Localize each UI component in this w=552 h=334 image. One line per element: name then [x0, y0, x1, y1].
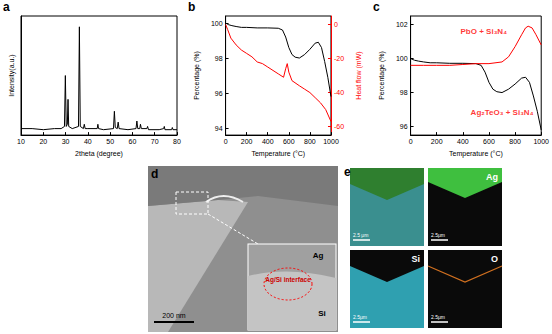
svg-text:Ag: Ag — [313, 251, 324, 260]
svg-text:-60: -60 — [334, 123, 344, 130]
svg-text:Intensity(a.u.): Intensity(a.u.) — [8, 54, 16, 96]
svg-text:Ag/Si interface: Ag/Si interface — [265, 276, 311, 284]
svg-text:800: 800 — [509, 138, 521, 145]
svg-text:Heat flow (mW): Heat flow (mW) — [355, 51, 363, 99]
svg-text:600: 600 — [283, 138, 295, 145]
svg-text:O: O — [491, 254, 498, 264]
svg-text:98: 98 — [400, 89, 408, 96]
svg-text:2.5μm: 2.5μm — [431, 314, 445, 320]
svg-text:Si: Si — [318, 309, 326, 318]
svg-text:2theta (degree): 2theta (degree) — [75, 150, 123, 158]
svg-text:1000: 1000 — [323, 138, 339, 145]
svg-text:2.5μm: 2.5μm — [431, 232, 445, 238]
svg-text:-40: -40 — [334, 89, 344, 96]
svg-text:400: 400 — [457, 138, 469, 145]
svg-text:Ag: Ag — [486, 172, 498, 182]
svg-text:40: 40 — [84, 138, 92, 145]
svg-text:PbO + Si₃N₄: PbO + Si₃N₄ — [461, 27, 508, 36]
svg-text:Temperature (°C): Temperature (°C) — [251, 150, 305, 158]
svg-text:20: 20 — [39, 138, 47, 145]
svg-text:Ag₂TeO₃ + Si₃N₄: Ag₂TeO₃ + Si₃N₄ — [471, 108, 534, 117]
svg-text:b: b — [188, 0, 195, 14]
svg-text:-20: -20 — [334, 55, 344, 62]
svg-text:30: 30 — [62, 138, 70, 145]
svg-text:100: 100 — [211, 20, 223, 27]
svg-text:10: 10 — [17, 138, 25, 145]
svg-text:102: 102 — [396, 21, 408, 28]
svg-text:400: 400 — [262, 138, 274, 145]
svg-text:100: 100 — [396, 55, 408, 62]
svg-text:0: 0 — [224, 138, 228, 145]
svg-text:Percentage (%): Percentage (%) — [378, 51, 386, 100]
svg-text:80: 80 — [173, 138, 181, 145]
svg-text:96: 96 — [215, 90, 223, 97]
svg-text:98: 98 — [215, 55, 223, 62]
svg-text:0: 0 — [334, 21, 338, 28]
svg-text:800: 800 — [304, 138, 316, 145]
svg-text:e: e — [344, 166, 351, 179]
svg-text:60: 60 — [129, 138, 137, 145]
svg-text:50: 50 — [106, 138, 114, 145]
svg-text:2.5 μm: 2.5 μm — [353, 232, 368, 238]
svg-text:d: d — [151, 167, 158, 181]
svg-text:600: 600 — [483, 138, 495, 145]
svg-text:Percentage (%): Percentage (%) — [193, 51, 201, 100]
svg-text:200 nm: 200 nm — [162, 312, 186, 319]
svg-text:2.5μm: 2.5μm — [353, 314, 367, 320]
svg-text:Si: Si — [411, 254, 420, 264]
svg-text:70: 70 — [151, 138, 159, 145]
svg-text:c: c — [373, 0, 380, 14]
svg-text:1000: 1000 — [533, 138, 549, 145]
svg-text:0: 0 — [409, 138, 413, 145]
svg-text:96: 96 — [400, 123, 408, 130]
svg-text:a: a — [3, 0, 10, 14]
svg-text:94: 94 — [215, 125, 223, 132]
svg-text:Temperature (°C): Temperature (°C) — [449, 150, 503, 158]
svg-text:200: 200 — [241, 138, 253, 145]
svg-text:200: 200 — [431, 138, 443, 145]
